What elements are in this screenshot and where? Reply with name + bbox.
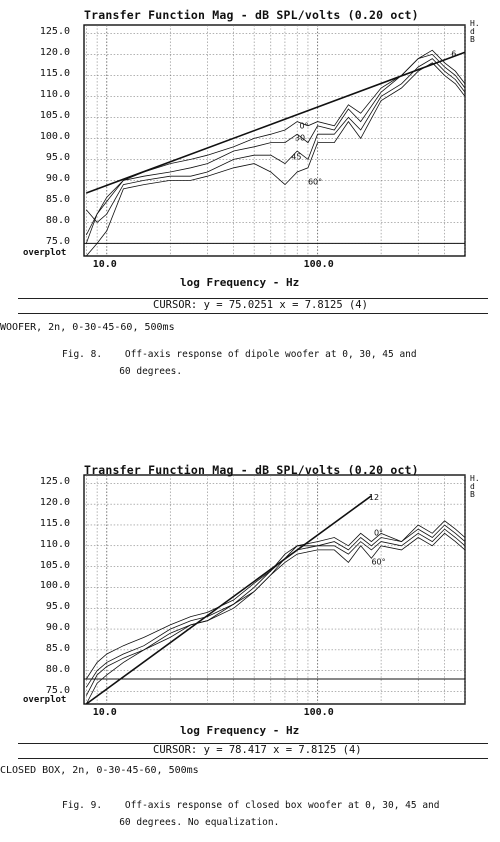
y-tick-label: 80.0 (45, 215, 70, 227)
y-tick-label: 125.0 (39, 26, 70, 38)
y-tick-label: 120.0 (39, 497, 70, 509)
y-tick-label: 95.0 (45, 152, 70, 164)
series-line (85, 524, 466, 688)
measurement-info: CLOSED BOX, 2n, 0-30-45-60, 500ms (0, 765, 199, 776)
measurement-info: WOOFER, 2n, 0-30-45-60, 500ms (0, 322, 175, 333)
chart-plot-area: 12 0° 60° (83, 474, 466, 705)
y-tick-label: 115.0 (39, 68, 70, 80)
y-tick-label: 95.0 (45, 601, 70, 613)
series-line (85, 532, 466, 705)
curve-annotation: 45 (291, 152, 301, 161)
y-tick-label: 120.0 (39, 47, 70, 59)
curve-annotation: 30 (295, 134, 305, 143)
chart-plot-area: 0° 30 45 60° 6 (83, 24, 466, 257)
figure-caption: Fig. 8. Off-axis response of dipole woof… (62, 349, 417, 377)
series-line (85, 49, 466, 244)
x-tick-label: 10.0 (92, 707, 117, 718)
y-tick-label: 90.0 (45, 622, 70, 634)
series-line (85, 62, 466, 257)
y-tick-label: 125.0 (39, 476, 70, 488)
overplot-label: overplot (23, 248, 67, 258)
curve-annotation: 0° (299, 122, 308, 131)
overplot-label: overplot (23, 695, 67, 705)
y-tick-label: 75.0 (45, 684, 70, 696)
y-tick-label: 105.0 (39, 559, 70, 571)
y-tick-label: 90.0 (45, 173, 70, 185)
x-tick-label: 10.0 (92, 259, 117, 270)
cursor-readout: CURSOR: y = 78.417 x = 7.8125 (4) (153, 744, 362, 756)
side-label: H.dB (470, 474, 480, 499)
chart-panel-fig9: Transfer Function Mag - dB SPL/volts (0.… (0, 455, 500, 842)
plot-frame (83, 474, 466, 705)
series-line (85, 495, 372, 705)
side-label: H.dB (470, 19, 480, 44)
series-line (85, 53, 466, 236)
y-tick-label: 85.0 (45, 642, 70, 654)
x-axis-label: log Frequency - Hz (180, 276, 300, 289)
x-tick-label: 100.0 (303, 707, 334, 718)
series-line (85, 58, 466, 223)
series-line (86, 51, 466, 194)
y-tick-label: 100.0 (39, 580, 70, 592)
chart-title: Transfer Function Mag - dB SPL/volts (0.… (84, 8, 419, 22)
curve-annotation: 60° (371, 558, 385, 567)
curve-annotation: 12 (369, 493, 379, 502)
curve-annotation: 6 (451, 50, 456, 59)
chart-panel-fig8: Transfer Function Mag - dB SPL/volts (0.… (0, 0, 500, 420)
cursor-bar: CURSOR: y = 75.0251 x = 7.8125 (4) (18, 298, 488, 314)
curve-annotation: 60° (308, 178, 322, 187)
y-tick-label: 85.0 (45, 194, 70, 206)
y-tick-label: 105.0 (39, 110, 70, 122)
y-tick-label: 110.0 (39, 89, 70, 101)
figure-caption: Fig. 9. Off-axis response of closed box … (62, 800, 440, 828)
cursor-readout: CURSOR: y = 75.0251 x = 7.8125 (4) (153, 299, 368, 311)
y-tick-label: 75.0 (45, 236, 70, 248)
plot-frame (83, 24, 466, 257)
y-tick-label: 115.0 (39, 517, 70, 529)
curve-annotation: 0° (374, 528, 383, 537)
y-tick-label: 100.0 (39, 131, 70, 143)
y-tick-label: 80.0 (45, 663, 70, 675)
x-axis-label: log Frequency - Hz (180, 724, 300, 737)
x-tick-label: 100.0 (303, 259, 334, 270)
cursor-bar: CURSOR: y = 78.417 x = 7.8125 (4) (18, 743, 488, 759)
chart-title: Transfer Function Mag - dB SPL/volts (0.… (84, 463, 419, 477)
y-tick-label: 110.0 (39, 538, 70, 550)
